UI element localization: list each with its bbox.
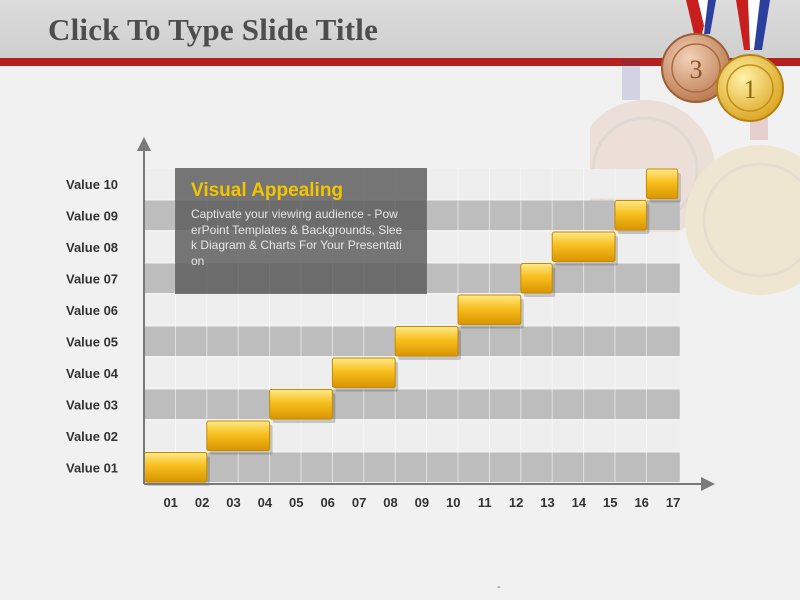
x-tick-label: 03 [226, 495, 240, 510]
header-bar: Click To Type Slide Title [0, 0, 800, 58]
chart-bar [331, 357, 396, 388]
chart-bar [645, 168, 679, 199]
y-tick-label: Value 01 [66, 460, 118, 475]
x-tick-label: 11 [478, 495, 492, 510]
y-tick-label: Value 06 [66, 303, 118, 318]
y-tick-label: Value 10 [66, 177, 118, 192]
y-tick-label: Value 08 [66, 240, 118, 255]
x-tick-label: 15 [603, 495, 617, 510]
y-tick-label: Value 07 [66, 271, 118, 286]
textbox-body: Captivate your viewing audience - PowerP… [191, 207, 403, 268]
slide-title[interactable]: Click To Type Slide Title [48, 12, 379, 47]
chart-bars [143, 168, 681, 486]
footnote: - [497, 581, 501, 593]
x-tick-label: 16 [634, 495, 648, 510]
y-tick-label: Value 05 [66, 334, 118, 349]
chart-band-row [144, 389, 680, 419]
x-axis-labels: 01 02 03 04 05 06 07 08 09 10 11 12 13 14 15 16 17 [163, 495, 680, 510]
x-tick-label: 04 [258, 495, 273, 510]
x-tick-label: 09 [415, 495, 429, 510]
chart-bar [551, 231, 616, 262]
bronze-medal-icon: 3 [661, 33, 731, 103]
ribbons [686, 0, 770, 50]
chart-band-row [144, 295, 680, 325]
x-tick-label: 12 [509, 495, 523, 510]
x-tick-label: 02 [195, 495, 209, 510]
chart-bar [143, 452, 208, 483]
x-tick-label: 05 [289, 495, 303, 510]
x-tick-label: 14 [572, 495, 587, 510]
y-tick-label: Value 04 [66, 366, 119, 381]
chart-bar [520, 263, 553, 294]
chart-bar [394, 326, 459, 357]
x-tick-label: 07 [352, 495, 366, 510]
x-tick-label: 08 [383, 495, 397, 510]
medal-label: 1 [744, 75, 757, 104]
header-rule [0, 58, 800, 66]
y-tick-label: Value 02 [66, 429, 118, 444]
x-tick-label: 17 [666, 495, 680, 510]
chart-bar [269, 389, 333, 420]
x-tick-label: 10 [446, 495, 460, 510]
visual-appealing-textbox[interactable]: Visual Appealing Captivate your viewing … [175, 168, 427, 294]
textbox-title: Visual Appealing [191, 180, 344, 201]
y-axis-labels: Value 01 Value 02 Value 03 Value 04 Value 05… [66, 177, 119, 476]
chart-bar [457, 294, 522, 325]
x-tick-label: 01 [163, 495, 177, 510]
chart-band-row [144, 452, 680, 482]
x-tick-label: 06 [320, 495, 334, 510]
gold-medal-icon: 1 [716, 54, 784, 122]
chart-band-row [144, 358, 680, 388]
chart-bar [206, 420, 271, 451]
y-tick-label: Value 03 [66, 397, 118, 412]
y-tick-label: Value 09 [66, 208, 118, 223]
chart-bar [614, 200, 647, 231]
x-tick-label: 13 [540, 495, 554, 510]
medal-label: 3 [690, 55, 703, 84]
